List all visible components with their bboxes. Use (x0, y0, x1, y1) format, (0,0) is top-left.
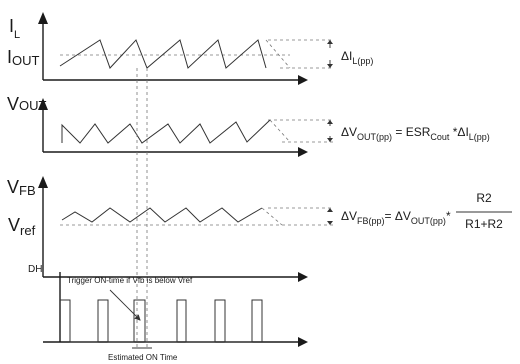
vfb-x-axis-arrow-icon (298, 272, 308, 282)
fraction-denominator: R1+R2 (465, 217, 503, 231)
inductor-current-waveform (59, 39, 267, 69)
vout-ripple-arrow-up-icon (327, 120, 333, 124)
il-ripple-label: ΔIL(pp) (341, 49, 373, 66)
il-ripple-arrow-up-icon (327, 40, 333, 44)
vref-label: Vref (8, 215, 36, 238)
dh-label: DH (28, 264, 42, 275)
vout-decay-dashed (269, 119, 291, 143)
dh-pulse-train (60, 299, 263, 343)
vfb-ripple-arrow-down-icon (327, 221, 333, 225)
vout-label: VOUT (7, 94, 47, 114)
il-ripple-arrow-down-icon (327, 64, 333, 68)
trigger-arrow (109, 289, 141, 321)
vfb-ripple-equation: ΔVFB(pp)= ΔVOUT(pp)* (341, 209, 451, 226)
iout-label: IOUT (7, 47, 40, 68)
il-decay-dashed (265, 39, 291, 69)
vfb-y-axis-arrow-icon (38, 176, 48, 188)
output-voltage-waveform (61, 119, 271, 144)
feedback-voltage-waveform (61, 207, 263, 223)
fraction-numerator: R2 (476, 191, 492, 205)
dh-x-axis-arrow-icon (298, 337, 308, 347)
vfb-label: VFB (7, 177, 36, 198)
il-x-axis-arrow-icon (298, 75, 308, 85)
vfb-decay-dashed (261, 207, 283, 226)
vfb-ripple-arrow-up-icon (327, 208, 333, 212)
vout-ripple-equation: ΔVOUT(pp) = ESRCout *ΔIL(pp) (341, 125, 490, 142)
trigger-annotation: Trigger ON-time if Vfb is below Vref (67, 276, 193, 285)
vout-x-axis-arrow-icon (298, 147, 308, 157)
il-label: IL (9, 16, 20, 41)
vout-ripple-arrow-down-icon (327, 138, 333, 142)
estimated-on-time-label: Estimated ON Time (108, 353, 178, 362)
il-y-axis-arrow-icon (38, 12, 48, 24)
vout-y-axis-arrow-icon (38, 98, 48, 110)
